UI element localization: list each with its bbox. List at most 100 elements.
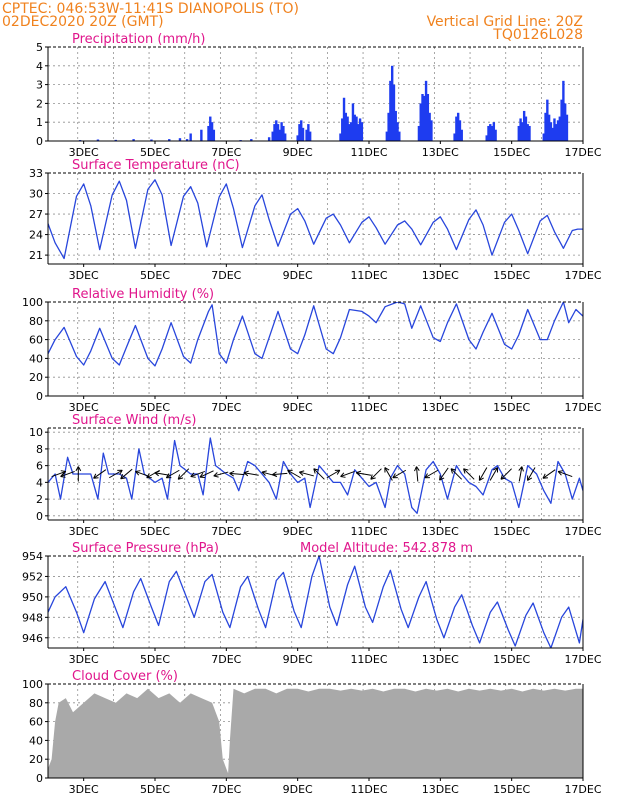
- pressure-plot: [48, 556, 583, 648]
- precip-bar: [185, 139, 189, 141]
- x-tick-label: 13DEC: [422, 269, 459, 282]
- y-tick-label: 0: [36, 510, 43, 523]
- x-tick-label: 9DEC: [283, 653, 313, 666]
- precip-bar: [428, 112, 431, 141]
- y-tick-label: 6: [36, 460, 43, 473]
- humidity-title: Relative Humidity (%): [72, 287, 214, 302]
- x-tick-label: 3DEC: [69, 783, 99, 796]
- y-tick-label: 30: [29, 188, 43, 201]
- precip-bar: [351, 103, 355, 141]
- x-tick-label: 13DEC: [422, 146, 459, 159]
- y-tick-label: 40: [29, 352, 43, 365]
- precip-bar: [305, 129, 308, 141]
- wind-arrow: [93, 469, 107, 479]
- x-tick-label: 13DEC: [422, 401, 459, 414]
- x-tick-label: 3DEC: [69, 146, 99, 159]
- precip-bar: [271, 131, 274, 141]
- wind-arrow: [287, 469, 301, 479]
- y-tick-label: 100: [22, 296, 43, 309]
- wind-arrow: [165, 469, 180, 479]
- y-tick-label: 946: [22, 632, 43, 645]
- precip-bar: [430, 120, 433, 141]
- precip-bar: [275, 120, 278, 141]
- precip-title: Precipitation (mm/h): [72, 32, 205, 47]
- x-tick-label: 11DEC: [350, 783, 387, 796]
- wind-arrow: [489, 467, 499, 481]
- precip-bar: [565, 114, 569, 141]
- precip-bar: [546, 99, 549, 141]
- cloud-cover-area: [48, 688, 583, 778]
- header-location: CPTEC: 046:53W-11:41S DIANOPOLIS (TO): [2, 1, 299, 17]
- precip-bar: [178, 138, 182, 141]
- precip-bar: [282, 125, 285, 141]
- precip-bar: [267, 137, 271, 141]
- y-tick-label: 1: [36, 116, 43, 129]
- precip-bar: [398, 131, 401, 141]
- precip-bar: [339, 133, 342, 141]
- precip-bar: [453, 133, 456, 141]
- precip-bar: [390, 65, 394, 141]
- precip-bar: [560, 99, 563, 141]
- y-tick-label: 100: [22, 678, 43, 691]
- y-tick-label: 8: [36, 443, 43, 456]
- y-tick-label: 3: [36, 79, 43, 92]
- precip-bar: [389, 80, 392, 141]
- precip-bar: [207, 125, 210, 141]
- x-tick-label: 15DEC: [493, 653, 530, 666]
- header-model-code: TQ0126L028: [492, 27, 583, 43]
- precip-bar: [490, 125, 494, 141]
- precip-bar: [542, 133, 545, 141]
- precip-bar: [419, 103, 422, 141]
- wind-arrow: [355, 470, 372, 477]
- precip-bar: [549, 122, 553, 141]
- x-tick-label: 13DEC: [422, 783, 459, 796]
- pressure-panel: 946 948 950 952 954 3DEC 5DEC 7DEC 9DEC 11DEC 13DE…: [22, 541, 602, 666]
- precip-bar: [521, 122, 524, 141]
- y-tick-label: 0: [36, 390, 43, 403]
- precip-bar: [421, 94, 424, 141]
- precip-bar: [358, 118, 362, 141]
- wind-arrow: [298, 470, 314, 477]
- temperature-plot: [48, 179, 583, 260]
- wind-arrow: [463, 468, 475, 480]
- x-tick-label: 11DEC: [350, 525, 387, 538]
- y-tick-label: 21: [29, 249, 43, 262]
- temperature-panel: 21 24 27 30 33 3DEC 5DEC 7DEC 9DEC 11DEC 13DEC 15DE…: [29, 158, 602, 282]
- x-tick-label: 5DEC: [140, 269, 170, 282]
- wind-arrow: [527, 467, 536, 481]
- precip-bar: [455, 116, 458, 141]
- x-tick-label: 17DEC: [564, 525, 601, 538]
- precip-bar: [456, 112, 460, 141]
- y-tick-label: 33: [29, 167, 43, 180]
- cloud-plot: [48, 688, 583, 778]
- wind-arrow: [154, 470, 170, 477]
- temperature-title: Surface Temperature (nC): [72, 158, 240, 173]
- pressure-title: Surface Pressure (hPa): [72, 541, 219, 556]
- precip-bar: [562, 80, 565, 141]
- x-tick-label: 3DEC: [69, 525, 99, 538]
- cloud-panel: 0 20 40 60 80 100 3DEC 5DEC 7DEC 9DEC 11DEC 13DEC 15…: [22, 669, 602, 796]
- precip-bar: [349, 122, 353, 141]
- y-tick-label: 60: [29, 716, 43, 729]
- wind-arrow: [500, 468, 512, 480]
- wind-arrow: [313, 468, 325, 480]
- y-tick-label: 948: [22, 611, 43, 624]
- pressure-line: [48, 556, 583, 648]
- x-tick-label: 3DEC: [69, 653, 99, 666]
- y-tick-label: 80: [29, 315, 43, 328]
- precip-bar: [556, 120, 560, 141]
- wind-arrow: [135, 470, 150, 478]
- precip-bar: [558, 116, 562, 141]
- y-tick-label: 0: [36, 135, 43, 148]
- wind-arrow: [414, 466, 420, 482]
- precip-bar: [250, 139, 253, 141]
- x-tick-label: 17DEC: [564, 146, 601, 159]
- precip-bar: [308, 131, 312, 141]
- wind-arrow: [518, 466, 524, 482]
- wind-arrow: [120, 468, 133, 480]
- precip-bar: [492, 122, 496, 141]
- precip-bar: [547, 114, 551, 141]
- precip-bar: [276, 124, 280, 141]
- precip-bar: [555, 124, 558, 141]
- x-tick-label: 7DEC: [211, 783, 241, 796]
